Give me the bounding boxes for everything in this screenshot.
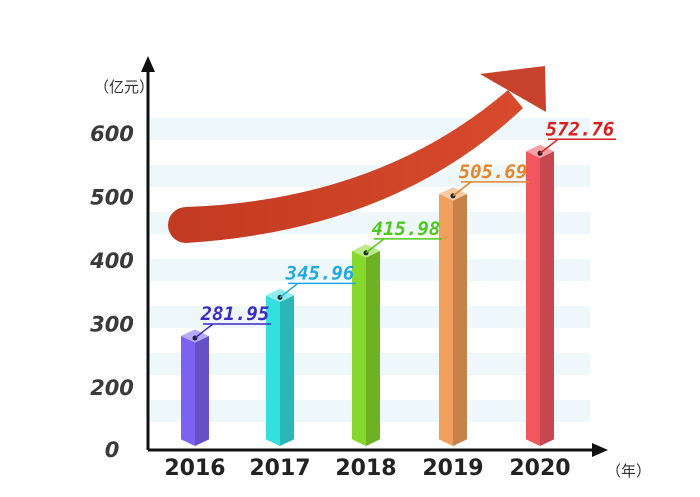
y-ticks: 0 200 300 400 500 600 (89, 122, 134, 462)
x-category-label: 2020 (509, 456, 570, 481)
value-label-group: 281.95 (192, 303, 271, 341)
bars (181, 144, 554, 446)
value-leader-line (194, 323, 214, 339)
y-tick-label: 600 (90, 122, 134, 146)
value-leader-line (452, 181, 472, 197)
value-leader-line (279, 282, 299, 298)
data-value-label: 345.96 (285, 262, 355, 284)
x-categories: 2016 2017 2018 2019 2020 (164, 456, 570, 481)
trend-arrow-shaft (168, 90, 523, 243)
x-axis-arrowhead (592, 443, 608, 457)
y-tick-label: 400 (89, 249, 134, 273)
axes (141, 56, 608, 457)
y-tick-label: 200 (90, 376, 134, 400)
bar-front-face (526, 151, 540, 446)
bar-front-face (266, 295, 280, 446)
bar-front-face (181, 335, 195, 446)
data-value-label: 281.95 (200, 303, 270, 325)
x-category-label: 2018 (335, 456, 396, 481)
trend-arrow-head (480, 66, 546, 112)
y-tick-label: 300 (90, 313, 134, 337)
value-labels: 281.95 345.96 415.98 505.69 572.76 (192, 118, 616, 341)
bar-front-face (439, 193, 453, 446)
bar (439, 187, 467, 446)
x-category-label: 2019 (422, 456, 483, 481)
y-tick-label: 0 (105, 438, 120, 462)
bar-side-face (195, 335, 209, 446)
bar-side-face (280, 295, 294, 446)
bg-stripe (150, 118, 590, 140)
data-value-label: 505.69 (459, 161, 528, 183)
trend-arrow (168, 66, 546, 243)
x-unit-label: （年） (606, 462, 651, 480)
y-axis-arrowhead (141, 56, 155, 72)
value-label-group: 345.96 (277, 262, 356, 300)
bar-side-face (453, 193, 467, 446)
value-label-group: 415.98 (363, 218, 442, 256)
bar (181, 329, 209, 446)
x-category-label: 2017 (249, 456, 310, 481)
bar-front-face (352, 250, 366, 446)
value-leader-line (539, 138, 559, 154)
value-label-group: 505.69 (450, 161, 529, 199)
bar (352, 244, 380, 446)
y-tick-label: 500 (90, 186, 134, 210)
bar (266, 288, 294, 446)
labels: （亿元） （年） (94, 78, 651, 480)
bar (526, 144, 554, 446)
value-label-group: 572.76 (537, 118, 616, 156)
bar-side-face (540, 151, 554, 446)
x-category-label: 2016 (164, 456, 225, 481)
bar-side-face (366, 250, 380, 446)
y-unit-label: （亿元） (94, 78, 154, 96)
data-value-label: 415.98 (372, 218, 441, 240)
data-value-label: 572.76 (546, 118, 615, 140)
value-leader-line (365, 238, 385, 254)
